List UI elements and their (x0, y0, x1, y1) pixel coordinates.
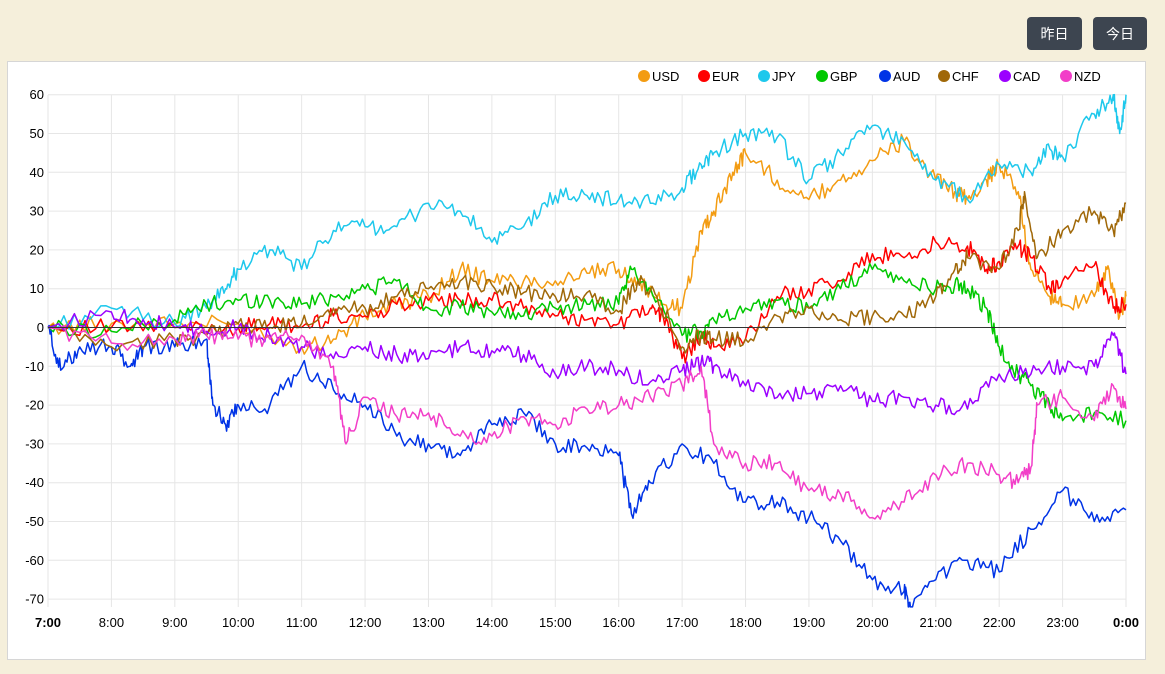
legend-marker-gbp[interactable] (816, 70, 828, 82)
x-tick-label: 18:00 (729, 615, 762, 630)
y-tick-label: 60 (30, 87, 44, 102)
legend-label-nzd[interactable]: NZD (1074, 69, 1101, 84)
legend-label-cad[interactable]: CAD (1013, 69, 1040, 84)
x-tick-label: 8:00 (99, 615, 124, 630)
legend-marker-nzd[interactable] (1060, 70, 1072, 82)
series-line-eur (47, 235, 1127, 364)
y-tick-label: 50 (30, 126, 44, 141)
legend-label-gbp[interactable]: GBP (830, 69, 857, 84)
y-tick-label: 30 (30, 204, 44, 219)
x-tick-label: 12:00 (349, 615, 382, 630)
y-tick-label: -50 (25, 514, 44, 529)
y-tick-label: -60 (25, 553, 44, 568)
x-tick-label: 15:00 (539, 615, 572, 630)
series-line-nzd (47, 324, 1127, 520)
legend-label-eur[interactable]: EUR (712, 69, 739, 84)
legend[interactable]: USD EUR JPY GBP AUD CHF CAD NZD (638, 69, 1101, 84)
series-line-gbp (47, 262, 1127, 429)
series-lines (47, 93, 1127, 608)
series-line-cad (47, 308, 1127, 416)
x-tick-label: 19:00 (793, 615, 826, 630)
x-tick-label: 14:00 (476, 615, 509, 630)
yesterday-button[interactable]: 昨日 (1027, 17, 1082, 50)
y-tick-label: 10 (30, 281, 44, 296)
series-line-usd (47, 133, 1127, 355)
legend-marker-usd[interactable] (638, 70, 650, 82)
y-tick-label: 20 (30, 242, 44, 257)
y-tick-label: -70 (25, 592, 44, 607)
today-button[interactable]: 今日 (1093, 17, 1147, 50)
axes: 60 50 40 30 20 10 0 -10 -20 -30 -40 -50 -60 -70 7:00 8:… (25, 87, 1139, 630)
legend-marker-chf[interactable] (938, 70, 950, 82)
x-tick-label: 23:00 (1046, 615, 1079, 630)
y-tick-label: -10 (25, 359, 44, 374)
legend-marker-aud[interactable] (879, 70, 891, 82)
y-tick-label: -30 (25, 436, 44, 451)
x-tick-label: 17:00 (666, 615, 699, 630)
legend-marker-jpy[interactable] (758, 70, 770, 82)
x-tick-label: 20:00 (856, 615, 889, 630)
series-line-jpy (47, 93, 1127, 330)
x-tick-label: 13:00 (412, 615, 445, 630)
series-line-aud (47, 324, 1127, 608)
x-tick-label: 22:00 (983, 615, 1016, 630)
y-tick-label: 40 (30, 165, 44, 180)
y-tick-label: -20 (25, 398, 44, 413)
grid (47, 94, 1127, 607)
y-tick-label: 0 (37, 320, 44, 335)
x-tick-label: 21:00 (919, 615, 952, 630)
series-line-chf (47, 190, 1127, 354)
x-tick-label: 7:00 (35, 615, 61, 630)
x-tick-label: 0:00 (1113, 615, 1139, 630)
legend-label-usd[interactable]: USD (652, 69, 679, 84)
legend-label-chf[interactable]: CHF (952, 69, 979, 84)
legend-label-jpy[interactable]: JPY (772, 69, 796, 84)
x-tick-label: 11:00 (286, 615, 318, 630)
x-tick-label: 16:00 (602, 615, 635, 630)
y-tick-label: -40 (25, 475, 44, 490)
x-tick-label: 10:00 (222, 615, 255, 630)
legend-marker-cad[interactable] (999, 70, 1011, 82)
legend-label-aud[interactable]: AUD (893, 69, 920, 84)
legend-marker-eur[interactable] (698, 70, 710, 82)
x-tick-label: 9:00 (162, 615, 187, 630)
